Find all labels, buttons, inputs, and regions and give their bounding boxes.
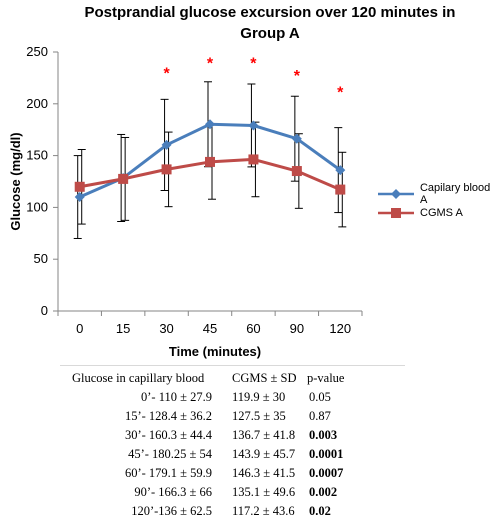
cell-pvalue: 0.0001 xyxy=(309,447,344,461)
legend-item-cgms: CGMS A xyxy=(378,207,463,219)
cell-cgms: 143.9 ± 45.7 xyxy=(232,447,296,461)
cell-capillary: 60’- 179.1 ± 59.9 xyxy=(124,466,212,480)
cell-cgms: 146.3 ± 41.5 xyxy=(232,466,296,480)
x-tick-label: 120 xyxy=(329,321,351,336)
header-capillary: Glucose in capillary blood xyxy=(72,371,205,385)
cell-capillary: 0’- 110 ± 27.9 xyxy=(141,390,212,404)
cell-pvalue: 0.02 xyxy=(309,504,331,518)
data-point-capillary xyxy=(74,192,85,203)
cell-pvalue: 0.0007 xyxy=(309,466,344,480)
significance-star: * xyxy=(294,68,301,85)
data-point-capillary xyxy=(205,119,215,130)
legend-label-capillary: Capilary blood A xyxy=(419,182,491,206)
data-point-capillary xyxy=(291,133,302,144)
header-cgms: CGMS ± SD xyxy=(232,371,297,385)
x-tick-label: 60 xyxy=(246,321,260,336)
x-tick-label: 90 xyxy=(290,321,304,336)
y-tick-label: 250 xyxy=(26,44,48,59)
data-point-cgms xyxy=(161,164,172,175)
cell-pvalue: 0.003 xyxy=(309,428,338,442)
chart-title-line1: Postprandial glucose excursion over 120 … xyxy=(84,4,456,21)
y-tick-label: 50 xyxy=(34,251,48,266)
data-point-capillary xyxy=(335,165,346,176)
x-tick-label: 15 xyxy=(116,321,130,336)
y-tick-label: 100 xyxy=(26,199,48,214)
significance-star: * xyxy=(250,55,257,72)
cell-capillary: 45’- 180.25 ± 54 xyxy=(128,447,212,461)
data-point-cgms xyxy=(291,166,302,177)
x-tick-label: 45 xyxy=(203,321,217,336)
significance-star: * xyxy=(337,84,344,101)
table-divider xyxy=(60,365,405,366)
legend-item-capillary: Capilary blood A xyxy=(378,182,500,206)
x-tick-label: 0 xyxy=(76,321,83,336)
data-point-cgms xyxy=(118,173,129,184)
x-axis-title: Time (minutes) xyxy=(169,344,261,359)
y-tick-label: 0 xyxy=(41,303,48,318)
cell-pvalue: 0.002 xyxy=(309,485,338,499)
cell-cgms: 127.5 ± 35 xyxy=(232,409,286,423)
data-point-cgms xyxy=(74,181,85,192)
cell-cgms: 119.9 ± 30 xyxy=(232,390,286,404)
y-axis-title: Glucose (mg/dl) xyxy=(8,132,23,230)
cell-capillary: 30’- 160.3 ± 44.4 xyxy=(124,428,212,442)
cell-capillary: 120’-136 ± 62.5 xyxy=(131,504,212,518)
cell-capillary: 15’- 128.4 ± 36.2 xyxy=(124,409,212,423)
cell-pvalue: 0.05 xyxy=(309,390,331,404)
cell-cgms: 136.7 ± 41.8 xyxy=(232,428,296,442)
cell-cgms: 135.1 ± 49.6 xyxy=(232,485,296,499)
y-tick-label: 200 xyxy=(26,96,48,111)
x-tick-label: 30 xyxy=(159,321,173,336)
cell-pvalue: 0.87 xyxy=(309,409,331,423)
data-point-capillary xyxy=(161,139,172,150)
significance-star: * xyxy=(163,66,170,83)
cell-capillary: 90’- 166.3 ± 66 xyxy=(134,485,212,499)
legend-diamond-icon xyxy=(378,189,414,199)
cell-cgms: 117.2 ± 43.6 xyxy=(232,504,295,518)
y-tick-label: 150 xyxy=(26,148,48,163)
data-point-cgms xyxy=(335,184,346,195)
chart-title-line2: Group A xyxy=(240,25,300,42)
data-point-cgms xyxy=(205,156,215,167)
significance-star: * xyxy=(207,55,214,72)
line-chart: 0 50 100 150 200 250 0 15 30 45 60 90 120 Time (minut… xyxy=(8,44,363,359)
data-point-cgms xyxy=(248,154,259,165)
header-pvalue: p-value xyxy=(307,371,345,385)
legend-square-icon xyxy=(378,208,414,218)
legend-label-cgms: CGMS A xyxy=(420,207,463,219)
data-point-capillary xyxy=(248,120,259,131)
